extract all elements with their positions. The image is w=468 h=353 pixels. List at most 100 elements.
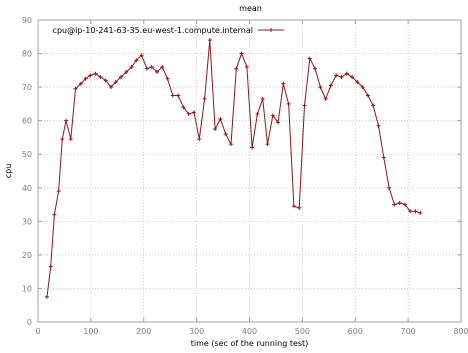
data-point (149, 64, 154, 69)
data-point (83, 76, 88, 81)
x-tick-label: 200 (136, 327, 151, 336)
data-point (202, 96, 207, 101)
y-tick-label: 20 (22, 251, 32, 260)
data-point (339, 75, 344, 80)
y-tick-label: 60 (22, 117, 32, 126)
y-tick-label: 80 (22, 50, 32, 59)
data-point (270, 113, 275, 118)
data-point (371, 103, 376, 108)
data-point (297, 205, 302, 210)
data-point (113, 80, 118, 85)
data-point (93, 71, 98, 76)
data-point (392, 202, 397, 207)
y-tick-label: 50 (22, 150, 32, 159)
data-point (250, 145, 255, 150)
data-point (134, 58, 139, 63)
axis-ticks: 0 10 20 30 40 50 60 70 80 90 0 100 200 300 400 500 600 70… (22, 16, 468, 336)
data-point (154, 70, 159, 75)
data-point (402, 202, 407, 207)
y-tick-label: 70 (22, 83, 32, 92)
data-point (170, 93, 175, 98)
data-point (48, 264, 53, 269)
data-point (265, 142, 270, 147)
data-point (60, 137, 65, 142)
y-tick-label: 40 (22, 184, 32, 193)
y-tick-label: 30 (22, 217, 32, 226)
data-point (244, 64, 249, 69)
data-point (88, 73, 93, 78)
data-point (144, 66, 149, 71)
data-point (119, 75, 124, 80)
data-point (286, 101, 291, 106)
data-point (160, 64, 165, 69)
data-point (302, 103, 307, 108)
data-point (334, 73, 339, 78)
data-point (124, 70, 129, 75)
data-point (408, 209, 413, 214)
data-point (307, 56, 312, 61)
chart-title: mean (239, 4, 262, 13)
data-point (52, 212, 57, 217)
data-point (381, 155, 386, 160)
data-point (418, 210, 423, 215)
data-point (350, 75, 355, 80)
data-point (376, 123, 381, 128)
data-point (165, 76, 170, 81)
data-point (255, 111, 260, 116)
data-point (239, 51, 244, 56)
x-tick-label: 500 (295, 327, 310, 336)
data-point (103, 78, 108, 83)
data-point (276, 120, 281, 125)
series-line (46, 39, 421, 297)
y-tick-label: 10 (22, 284, 32, 293)
data-point (360, 85, 365, 90)
data-point (344, 71, 349, 76)
data-point (78, 81, 83, 86)
grid-lines (38, 20, 461, 322)
data-point (318, 85, 323, 90)
x-tick-label: 300 (189, 327, 204, 336)
data-point (197, 137, 202, 142)
data-point (397, 200, 402, 205)
data-point (186, 111, 191, 116)
data-point (73, 86, 78, 91)
x-tick-label: 0 (35, 327, 40, 336)
y-axis-title: cpu (4, 164, 13, 179)
x-tick-label: 700 (400, 327, 415, 336)
data-point (64, 118, 69, 123)
data-point (108, 85, 113, 90)
x-axis-title: time (sec of the running test) (191, 339, 309, 348)
x-tick-label: 600 (348, 327, 363, 336)
data-point (191, 110, 196, 115)
data-point (365, 93, 370, 98)
data-point (68, 137, 73, 142)
y-tick-label: 0 (27, 318, 32, 327)
data-point (260, 96, 265, 101)
data-point (291, 204, 296, 209)
data-point (228, 142, 233, 147)
data-point (218, 116, 223, 121)
series-group (44, 38, 423, 299)
data-point (281, 81, 286, 86)
data-point (176, 93, 181, 98)
data-point (387, 185, 392, 190)
y-tick-label: 90 (22, 16, 32, 25)
data-point (56, 189, 61, 194)
data-point (234, 66, 239, 71)
data-point (129, 64, 134, 69)
data-point (44, 294, 49, 299)
data-point (223, 132, 228, 137)
data-point (413, 209, 418, 214)
data-point (139, 53, 144, 58)
legend-marker (269, 28, 273, 32)
data-point (98, 75, 103, 80)
legend-label: cpu@ip-10-241-63-35.eu-west-1.compute.in… (53, 26, 253, 35)
data-point (181, 105, 186, 110)
data-point (213, 127, 218, 132)
data-point (207, 38, 212, 43)
data-point (323, 96, 328, 101)
legend: cpu@ip-10-241-63-35.eu-west-1.compute.in… (53, 26, 284, 35)
x-tick-label: 400 (242, 327, 257, 336)
data-point (355, 80, 360, 85)
